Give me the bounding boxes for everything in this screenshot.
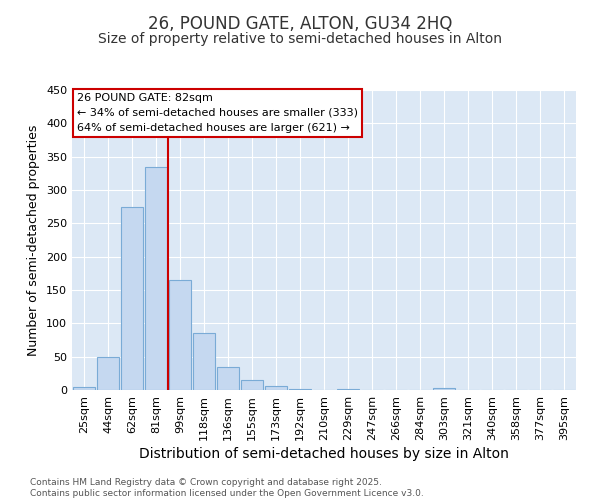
Bar [265, 386, 287, 390]
Bar [145, 166, 167, 390]
Bar [97, 356, 119, 390]
Y-axis label: Number of semi-detached properties: Number of semi-detached properties [28, 124, 40, 356]
Bar [121, 206, 143, 390]
Bar [169, 280, 191, 390]
Bar [73, 386, 95, 390]
Text: 26 POUND GATE: 82sqm
← 34% of semi-detached houses are smaller (333)
64% of semi: 26 POUND GATE: 82sqm ← 34% of semi-detac… [77, 93, 358, 132]
Bar [289, 388, 311, 390]
Bar [337, 388, 359, 390]
Text: Size of property relative to semi-detached houses in Alton: Size of property relative to semi-detach… [98, 32, 502, 46]
Text: Contains HM Land Registry data © Crown copyright and database right 2025.
Contai: Contains HM Land Registry data © Crown c… [30, 478, 424, 498]
Bar [193, 334, 215, 390]
Bar [241, 380, 263, 390]
Bar [217, 366, 239, 390]
Text: 26, POUND GATE, ALTON, GU34 2HQ: 26, POUND GATE, ALTON, GU34 2HQ [148, 15, 452, 33]
X-axis label: Distribution of semi-detached houses by size in Alton: Distribution of semi-detached houses by … [139, 447, 509, 461]
Bar [433, 388, 455, 390]
